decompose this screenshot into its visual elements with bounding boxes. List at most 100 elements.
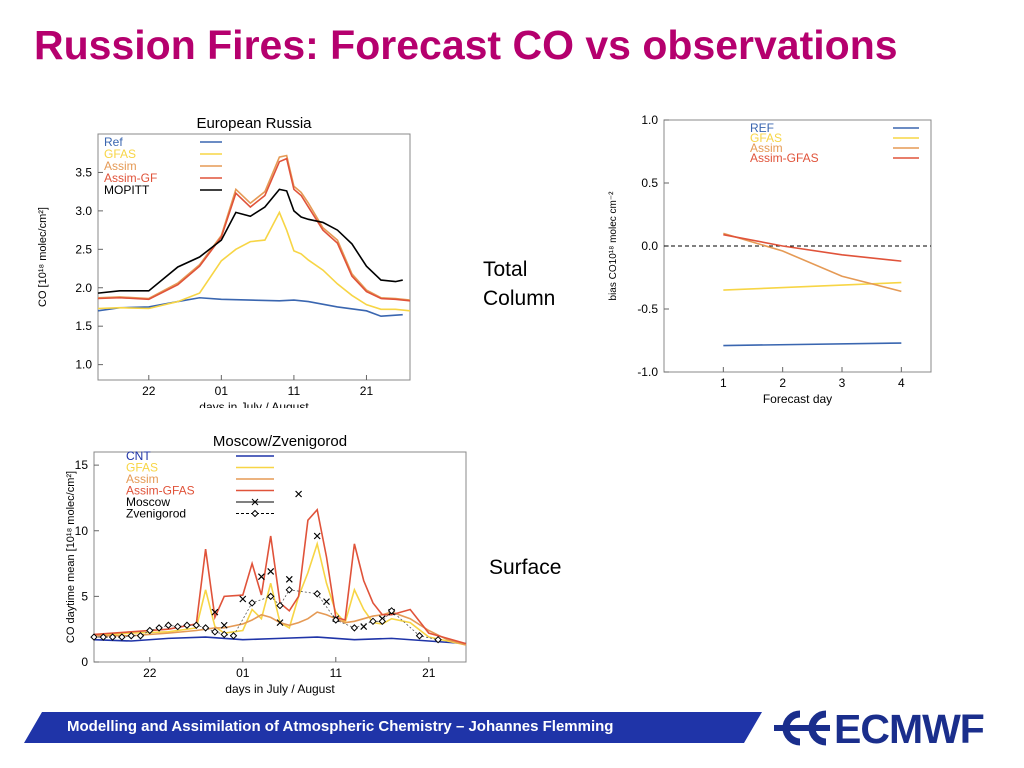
series-line-assim-gf: [97, 157, 411, 302]
y-tick-label: 0.5: [641, 176, 658, 190]
x-tick-label: 22: [142, 384, 156, 398]
point-zvenigorod: [378, 617, 387, 626]
y-tick-label: 5: [81, 589, 88, 603]
point-moscow: [220, 621, 228, 629]
point-moscow: [239, 595, 247, 603]
point-moscow: [276, 619, 284, 627]
point-zvenigorod: [387, 607, 396, 615]
point-zvenigorod: [313, 590, 321, 598]
legend-label-ref: Ref: [104, 135, 123, 149]
x-tick-label: 21: [360, 384, 374, 398]
footer-text: Modelling and Assimilation of Atmospheri…: [67, 718, 614, 735]
series-line-assim-gfas: [93, 508, 467, 645]
ecmwf-logo: [774, 710, 830, 746]
point-zvenigorod: [211, 628, 219, 636]
ecmwf-logo-text: ECMWF: [834, 706, 985, 752]
point-moscow: [257, 573, 265, 581]
chart-title: European Russia: [196, 115, 312, 132]
point-moscow: [285, 575, 293, 583]
series-line-assim: [94, 611, 467, 646]
series-line-gfas: [97, 210, 411, 312]
y-tick-label: 2.5: [75, 242, 92, 256]
point-zvenigorod: [183, 621, 191, 629]
point-moscow: [313, 532, 321, 540]
point-zvenigorod: [192, 621, 201, 629]
footer-bar: [24, 712, 762, 743]
y-axis-label: CO daytime mean [10¹⁸ molec/cm²]: [65, 471, 77, 643]
point-zvenigorod: [229, 632, 238, 640]
y-tick-label: 10: [75, 524, 89, 538]
x-tick-label: 11: [330, 666, 343, 680]
legend-label-moscow: Moscow: [126, 495, 170, 509]
legend-label-assim-gfas: Assim-GFAS: [750, 151, 819, 165]
series-line-assim-gfas: [723, 233, 902, 262]
chart-bias-forecast-day: -1.0 -0.5 0.0 0.5 1.0 1 2 3 4 Forecast day bias CO…: [608, 113, 932, 406]
x-tick-label: 3: [839, 376, 846, 390]
x-tick-label: 4: [898, 376, 905, 390]
point-zvenigorod: [155, 624, 163, 632]
point-zvenigorod: [248, 599, 256, 607]
point-zvenigorod: [118, 633, 126, 641]
series-line-zvenigorod: [94, 589, 439, 641]
point-zvenigorod: [369, 617, 377, 626]
y-tick-label: 3.5: [75, 165, 92, 179]
chart-moscow-zvenigorod: Moscow/Zvenigorod 0 5 10 15 22 01 11 21 days in J…: [65, 433, 467, 696]
legend-label-ref: REF: [750, 121, 774, 135]
x-tick-label: 2: [779, 376, 786, 390]
x-tick-label: 21: [422, 666, 436, 680]
point-zvenigorod: [173, 622, 182, 631]
point-zvenigorod: [201, 624, 210, 632]
plot-frame: [93, 451, 467, 663]
series-line-assim: [723, 232, 902, 293]
point-moscow: [211, 608, 219, 616]
x-axis-label: days in July / August: [199, 400, 309, 408]
series-line-cnt: [93, 636, 467, 645]
chart-title: Moscow/Zvenigorod: [213, 433, 347, 450]
y-tick-label: 2.0: [75, 281, 92, 295]
x-axis-label: Forecast day: [763, 392, 832, 406]
series-line-ref: [723, 342, 902, 347]
legend-label-assim: Assim: [126, 472, 159, 486]
point-zvenigorod: [146, 626, 154, 635]
label-total-column: Total Column: [483, 258, 556, 310]
x-tick-label: 1: [720, 376, 727, 390]
legend-label-assim-gf: Assim-GF: [104, 171, 157, 185]
y-axis-label: CO [10¹⁸ molec/cm²]: [37, 207, 49, 307]
point-moscow: [295, 490, 303, 498]
x-tick-label: 01: [236, 666, 250, 680]
y-tick-label: 1.5: [75, 319, 92, 333]
y-axis-label: bias CO10¹⁸ molec cm⁻²: [608, 191, 619, 301]
point-zvenigorod: [332, 616, 340, 624]
point-zvenigorod: [285, 586, 294, 594]
y-tick-label: 15: [75, 458, 89, 472]
legend-label-zvenigorod: Zvenigorod: [126, 507, 186, 521]
y-tick-label: 0.0: [641, 239, 658, 253]
legend-label-mopitt: MOPITT: [104, 183, 150, 197]
series-line-gfas: [93, 540, 467, 646]
point-zvenigorod: [276, 601, 284, 610]
series-line-mopitt: [97, 188, 403, 294]
y-tick-label: -1.0: [637, 365, 658, 379]
point-zvenigorod: [220, 630, 228, 639]
point-zvenigorod: [415, 632, 424, 640]
series-line-assim: [97, 154, 411, 301]
point-zvenigorod: [350, 624, 359, 632]
y-tick-label: 1.0: [641, 113, 658, 127]
legend-label-gfas: GFAS: [750, 131, 782, 145]
legend-label-assim-gfas: Assim-GFAS: [126, 484, 195, 498]
point-moscow: [267, 568, 275, 575]
legend-label-gfas: GFAS: [104, 147, 136, 161]
legend-marker-moscow: [251, 498, 259, 506]
point-zvenigorod: [127, 632, 135, 640]
y-tick-label: 3.0: [75, 204, 92, 218]
label-surface: Surface: [489, 556, 562, 579]
point-moscow: [360, 623, 368, 630]
point-zvenigorod: [99, 633, 108, 641]
legend-label-assim: Assim: [104, 159, 137, 173]
point-zvenigorod: [266, 592, 275, 601]
legend-label-assim: Assim: [750, 141, 783, 155]
x-tick-label: 11: [288, 384, 301, 398]
x-axis-label: days in July / August: [225, 682, 335, 696]
legend-label-cnt: CNT: [126, 449, 151, 463]
slide-title: Russion Fires: Forecast CO vs observatio…: [34, 22, 898, 68]
